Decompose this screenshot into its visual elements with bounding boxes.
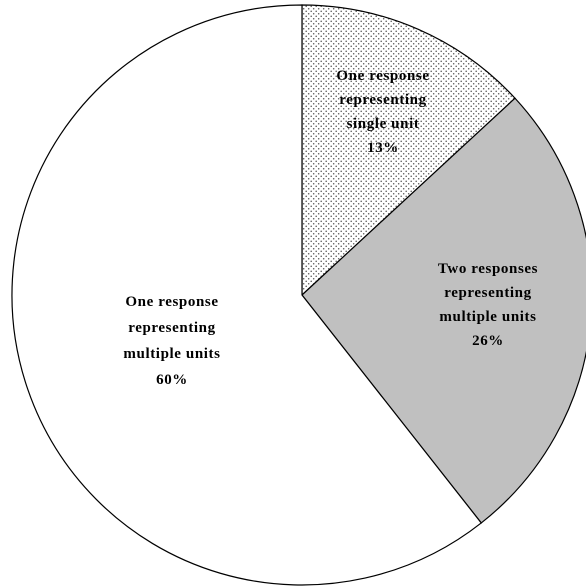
slice-label-line: 13% bbox=[367, 140, 399, 156]
pie-slice-1 bbox=[301, 4, 516, 297]
slice-label-3: One response representing multiple units 60… bbox=[123, 294, 220, 388]
slice-label-line: representing bbox=[339, 92, 426, 108]
slice-label-1: One response representing single unit 13% bbox=[336, 68, 429, 156]
slice-label-line: multiple units bbox=[439, 309, 536, 325]
pie-slices bbox=[11, 4, 586, 586]
slice-label-line: single unit bbox=[347, 116, 420, 132]
slice-label-line: representing bbox=[444, 285, 531, 301]
slice-label-line: 26% bbox=[472, 333, 504, 349]
slice-label-2: Two responses representing multiple units 2… bbox=[438, 261, 538, 349]
slice-label-line: 60% bbox=[156, 372, 188, 388]
slice-label-line: One response bbox=[336, 68, 429, 84]
slice-label-line: representing bbox=[128, 320, 215, 336]
slice-label-line: multiple units bbox=[123, 346, 220, 362]
slice-label-line: Two responses bbox=[438, 261, 538, 277]
pie-slice-3 bbox=[11, 4, 483, 586]
slice-label-line: One response bbox=[125, 294, 218, 310]
pie-labels: One response representing single unit 13% Tw… bbox=[123, 68, 538, 388]
pie-slice-2 bbox=[301, 97, 586, 524]
